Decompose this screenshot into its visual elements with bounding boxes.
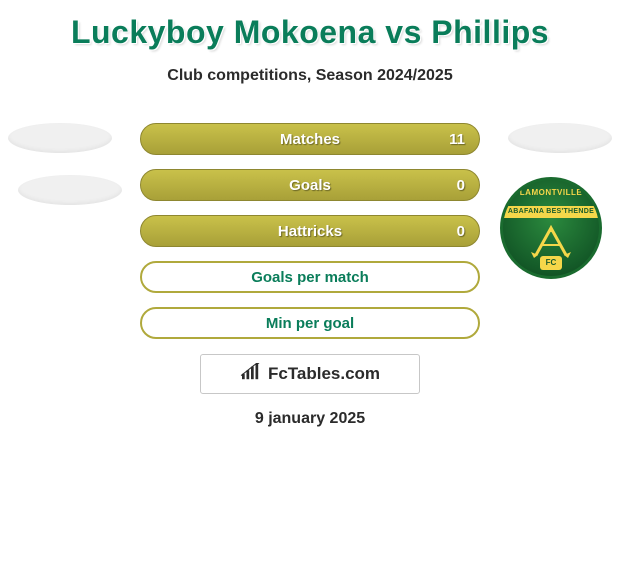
stat-row-matches: Matches 11 bbox=[140, 123, 480, 155]
stat-value: 11 bbox=[449, 131, 465, 148]
date-text: 9 january 2025 bbox=[0, 410, 620, 428]
page-title: Luckyboy Mokoena vs Phillips bbox=[0, 0, 620, 51]
stat-value: 0 bbox=[457, 177, 465, 194]
subtitle: Club competitions, Season 2024/2025 bbox=[0, 67, 620, 85]
stat-row-goals-per-match: Goals per match bbox=[140, 261, 480, 293]
stats-area: LAMONTVILLE ABAFANA BES'THENDE FC Matche… bbox=[0, 123, 620, 353]
stat-label: Min per goal bbox=[266, 315, 354, 332]
bar-chart-icon bbox=[240, 363, 262, 386]
stat-label: Goals per match bbox=[251, 269, 369, 286]
player1-avatar-placeholder bbox=[8, 123, 112, 153]
club-badge-band-text: ABAFANA BES'THENDE bbox=[503, 206, 599, 218]
player2-club-badge: LAMONTVILLE ABAFANA BES'THENDE FC bbox=[500, 177, 602, 279]
player2-avatar-placeholder bbox=[508, 123, 612, 153]
stat-label: Matches bbox=[280, 131, 340, 148]
player1-club-placeholder bbox=[18, 175, 122, 205]
stat-label: Hattricks bbox=[278, 223, 342, 240]
club-badge-fc-text: FC bbox=[540, 256, 562, 270]
club-badge-arrows-icon bbox=[526, 220, 576, 260]
stat-row-hattricks: Hattricks 0 bbox=[140, 215, 480, 247]
stat-value: 0 bbox=[457, 223, 465, 240]
branding-text: FcTables.com bbox=[268, 364, 380, 384]
stat-label: Goals bbox=[289, 177, 331, 194]
club-badge-top-text: LAMONTVILLE bbox=[503, 188, 599, 197]
branding-box: FcTables.com bbox=[200, 354, 420, 394]
stat-row-goals: Goals 0 bbox=[140, 169, 480, 201]
stat-row-min-per-goal: Min per goal bbox=[140, 307, 480, 339]
